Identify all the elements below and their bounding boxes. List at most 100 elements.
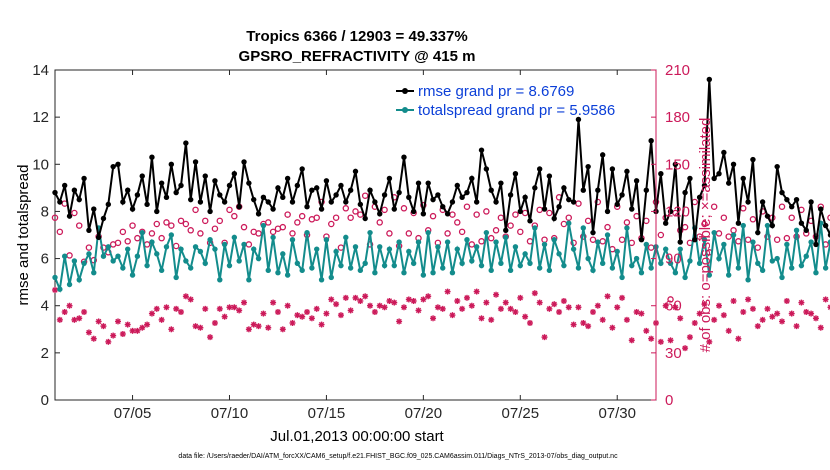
- assimilated-obs-point: [754, 323, 761, 330]
- totalspread-point: [473, 244, 480, 250]
- possible-obs-point: [158, 234, 165, 242]
- totalspread-point: [779, 274, 785, 281]
- totalspread-point: [672, 270, 679, 276]
- rmse-point: [789, 204, 795, 210]
- rmse-point: [493, 199, 499, 205]
- assimilated-obs-point: [124, 321, 131, 328]
- assimilated-marker-stroke: [188, 296, 194, 303]
- rmse-point: [696, 194, 703, 200]
- assimilated-marker-stroke: [536, 299, 543, 306]
- assimilated-marker-stroke: [357, 298, 364, 304]
- totalspread-point: [706, 272, 713, 278]
- assimilated-marker-stroke: [750, 306, 756, 312]
- assimilated-obs-point: [565, 304, 572, 311]
- rmse-point: [774, 163, 780, 170]
- assimilated-obs-point: [211, 320, 218, 326]
- rmse-point: [692, 237, 698, 243]
- possible-obs-point: [313, 214, 320, 221]
- assimilated-marker-stroke: [638, 310, 645, 317]
- totalspread-point: [333, 248, 339, 255]
- assimilated-obs-point: [260, 310, 267, 317]
- assimilated-obs-point: [502, 299, 509, 306]
- totalspread-point: [347, 265, 354, 271]
- possible-obs-point: [589, 236, 597, 243]
- rmse-point: [566, 196, 572, 203]
- assimilated-marker-stroke: [706, 339, 713, 345]
- rmse-point: [793, 196, 800, 203]
- totalspread-point: [57, 286, 63, 292]
- assimilated-obs-point: [817, 324, 824, 331]
- assimilated-obs-point: [662, 302, 669, 309]
- assimilated-marker-stroke: [789, 310, 795, 317]
- rmse-point: [498, 180, 504, 186]
- rmse-point: [139, 173, 145, 179]
- assimilated-marker-stroke: [81, 309, 87, 315]
- assimilated-obs-point: [812, 315, 819, 322]
- possible-obs-point: [507, 222, 514, 229]
- assimilated-marker-stroke: [66, 303, 73, 309]
- totalspread-point: [178, 246, 184, 252]
- assimilated-obs-point: [803, 309, 810, 315]
- assimilated-marker-stroke: [575, 304, 582, 310]
- assimilated-obs-point: [197, 324, 204, 331]
- assimilated-marker-stroke: [57, 317, 63, 323]
- assimilated-marker-stroke: [391, 299, 397, 306]
- assimilated-obs-point: [352, 294, 359, 301]
- totalspread-point: [251, 246, 257, 252]
- totalspread-point: [294, 260, 301, 266]
- assimilated-marker-stroke: [624, 317, 630, 323]
- rmse-point: [289, 199, 296, 205]
- assimilated-marker-stroke: [158, 317, 165, 323]
- totalspread-point: [61, 253, 68, 259]
- totalspread-point: [100, 253, 107, 259]
- possible-obs-point: [618, 236, 626, 243]
- assimilated-obs-point: [357, 298, 364, 304]
- assimilated-obs-point: [66, 302, 73, 309]
- totalspread-point: [701, 237, 708, 243]
- totalspread-point: [299, 267, 305, 274]
- rmse-point: [624, 168, 630, 175]
- possible-obs-point: [187, 227, 194, 234]
- possible-obs-point: [279, 223, 287, 231]
- assimilated-obs-point: [274, 309, 281, 315]
- totalspread-point: [338, 262, 344, 269]
- assimilated-marker-stroke: [493, 292, 499, 298]
- assimilated-marker-stroke: [178, 309, 184, 315]
- assimilated-marker-stroke: [512, 309, 519, 315]
- totalspread-point: [721, 241, 727, 248]
- assimilated-obs-point: [323, 310, 330, 317]
- assimilated-marker-stroke: [648, 336, 654, 342]
- rmse-point: [367, 187, 373, 193]
- totalspread-point: [449, 270, 456, 276]
- rmse-point: [730, 161, 737, 167]
- rmse-point: [183, 140, 189, 146]
- totalspread-point: [76, 277, 82, 283]
- totalspread-point: [735, 265, 742, 271]
- rmse-point: [764, 213, 771, 219]
- possible-obs-point: [75, 222, 83, 229]
- possible-obs-point: [429, 212, 437, 220]
- possible-obs-point: [778, 203, 786, 210]
- rmse-point: [352, 168, 359, 175]
- possible-obs-point: [754, 244, 762, 251]
- totalspread-point: [396, 239, 402, 245]
- assimilated-obs-point: [52, 287, 58, 293]
- y-right-tick-label: 120: [665, 203, 690, 220]
- possible-obs-point: [468, 241, 476, 248]
- totalspread-point: [401, 270, 407, 276]
- assimilated-obs-point: [192, 323, 199, 330]
- possible-obs-point: [546, 209, 553, 217]
- assimilated-obs-point: [648, 335, 655, 342]
- totalspread-point: [66, 281, 73, 288]
- possible-obs-point: [124, 238, 131, 245]
- totalspread-point: [410, 260, 417, 266]
- assimilated-obs-point: [371, 309, 378, 315]
- rmse-point: [134, 192, 141, 198]
- possible-obs-point: [332, 214, 340, 221]
- totalspread-point: [609, 265, 616, 271]
- rmse-point: [430, 196, 436, 203]
- assimilated-obs-point: [85, 329, 92, 336]
- totalspread-point: [304, 229, 310, 236]
- totalspread-point: [575, 265, 582, 271]
- assimilated-marker-stroke: [701, 301, 708, 307]
